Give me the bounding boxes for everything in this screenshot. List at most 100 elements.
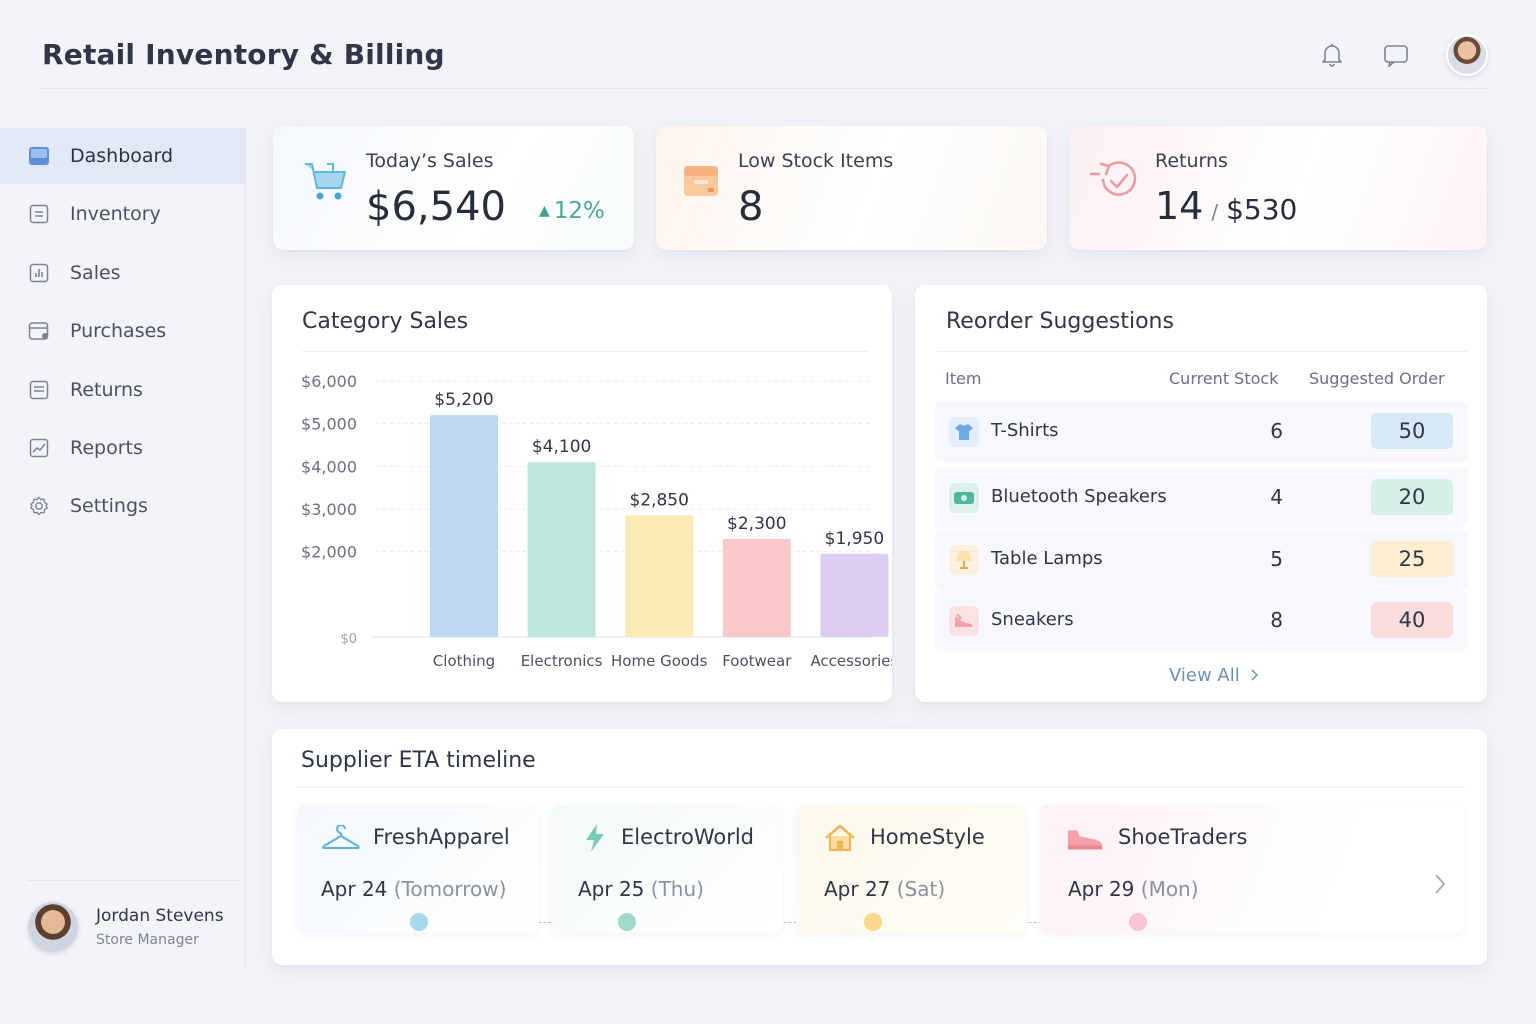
view-all-link[interactable]: View All: [1169, 665, 1258, 686]
sidebar-item-dashboard[interactable]: Dashboard: [0, 128, 245, 184]
shopping-cart-icon: [303, 160, 349, 206]
sidebar-item-inventory[interactable]: Inventory: [0, 186, 245, 242]
reorder-panel: Reorder Suggestions Item Current Stock S…: [915, 285, 1487, 702]
timeline-dot: [410, 913, 428, 931]
table-row[interactable]: Table Lamps 5 25: [935, 530, 1467, 588]
y-tick-label: $5,000: [301, 415, 357, 434]
y-tick-label: $6,000: [301, 372, 357, 391]
gear-icon: [28, 495, 50, 517]
supplier-eta: Apr 24 (Tomorrow): [321, 877, 507, 901]
row-item-name: Sneakers: [991, 609, 1074, 630]
panel-title-divider: [302, 351, 868, 352]
speaker-icon: [949, 483, 979, 513]
row-suggested-order[interactable]: 40: [1371, 602, 1453, 638]
sidebar-item-label: Dashboard: [70, 145, 174, 167]
lamp-icon: [949, 545, 979, 575]
panel-title-divider: [296, 787, 1465, 788]
view-all-label: View All: [1169, 665, 1240, 686]
timeline-dot: [1129, 913, 1147, 931]
tshirt-icon: [949, 417, 979, 447]
bar-clothing: [430, 415, 498, 637]
bar-value-label: $1,950: [825, 529, 884, 549]
app-title: Retail Inventory & Billing: [42, 38, 445, 71]
supplier-card-homestyle[interactable]: HomeStyle Apr 27 (Sat): [796, 805, 1026, 933]
shoe-icon: [1064, 821, 1104, 855]
x-tick-label: Footwear: [722, 652, 792, 670]
chevron-right-icon: [1250, 665, 1258, 686]
supplier-card-freshapparel[interactable]: FreshApparel Apr 24 (Tomorrow): [297, 805, 539, 933]
y-tick-label: $2,000: [301, 543, 357, 562]
trend-up-icon: ▲: [539, 203, 550, 219]
timeline-dot: [864, 913, 882, 931]
x-tick-label: Home Goods: [611, 652, 708, 670]
purchases-icon: [28, 320, 50, 342]
x-tick-label: Accessories: [810, 652, 892, 670]
supplier-name: HomeStyle: [870, 825, 985, 849]
box-icon: [682, 162, 720, 202]
table-row[interactable]: T-Shirts 6 50: [935, 402, 1467, 460]
kpi-returns-amount: $530: [1226, 193, 1298, 226]
kpi-low-stock-title: Low Stock Items: [738, 150, 894, 172]
user-name: Jordan Stevens: [96, 906, 224, 926]
row-current-stock: 6: [1270, 419, 1283, 443]
sidebar-item-label: Settings: [70, 495, 148, 518]
y-tick-label: $3,000: [301, 500, 357, 519]
sidebar-item-settings[interactable]: Settings: [0, 478, 245, 534]
sidebar-item-label: Purchases: [70, 320, 167, 343]
supplier-card-shoetraders[interactable]: ShoeTraders Apr 29 (Mon): [1040, 805, 1464, 933]
kpi-sales-change: ▲ 12%: [539, 198, 605, 224]
bar-footwear: [722, 538, 791, 637]
x-tick-label: Clothing: [433, 652, 495, 670]
sidebar-item-reports[interactable]: Reports: [0, 420, 245, 476]
supplier-card-electroworld[interactable]: ElectroWorld Apr 25 (Thu): [551, 805, 782, 933]
message-icon[interactable]: [1382, 41, 1410, 69]
lightning-icon: [575, 821, 615, 855]
header-divider: [42, 88, 1488, 89]
sidebar-divider: [28, 880, 239, 881]
sidebar-item-label: Sales: [70, 261, 121, 284]
column-header-suggested-order: Suggested Order: [1309, 369, 1445, 388]
sidebar-item-label: Returns: [70, 378, 143, 401]
category-sales-chart: $6,000 $5,000 $4,000 $3,000 $2,000 $0 $5,200 Cl…: [301, 372, 892, 670]
supplier-name: FreshApparel: [373, 825, 510, 849]
returns-icon: [28, 379, 50, 401]
bell-icon[interactable]: [1318, 41, 1346, 69]
reorder-title: Reorder Suggestions: [946, 309, 1174, 334]
supplier-eta: Apr 25 (Thu): [578, 877, 704, 901]
column-header-current-stock: Current Stock: [1169, 369, 1279, 388]
kpi-card-sales[interactable]: Today’s Sales $6,540 ▲ 12%: [273, 126, 634, 250]
reports-icon: [28, 437, 50, 459]
supplier-timeline-panel: Supplier ETA timeline FreshApparel Apr 2…: [272, 729, 1487, 965]
sales-icon: [28, 262, 50, 284]
house-icon: [820, 821, 860, 855]
kpi-card-low-stock[interactable]: Low Stock Items 8: [656, 126, 1047, 250]
table-row[interactable]: Bluetooth Speakers 4 20: [935, 468, 1467, 526]
sidebar-item-purchases[interactable]: Purchases: [0, 303, 245, 359]
user-avatar[interactable]: [1446, 34, 1488, 76]
dashboard-icon: [28, 145, 50, 167]
category-sales-panel: Category Sales $6,000 $5,000 $4,000 $3,000 $…: [272, 285, 892, 702]
row-suggested-order[interactable]: 20: [1371, 479, 1453, 515]
row-suggested-order[interactable]: 25: [1371, 541, 1453, 577]
timeline-dot: [618, 913, 636, 931]
column-header-item: Item: [945, 369, 982, 388]
category-sales-title: Category Sales: [302, 309, 469, 334]
kpi-low-stock-value: 8: [738, 184, 764, 230]
user-profile-avatar: [28, 902, 78, 952]
user-profile[interactable]: Jordan Stevens Store Manager: [28, 902, 224, 952]
row-item-name: Bluetooth Speakers: [991, 486, 1167, 507]
row-current-stock: 5: [1270, 547, 1283, 571]
sidebar-item-label: Reports: [70, 436, 143, 459]
kpi-returns-separator: /: [1211, 200, 1219, 224]
kpi-sales-title: Today’s Sales: [366, 150, 494, 172]
bar-value-label: $5,200: [434, 390, 493, 410]
kpi-card-returns[interactable]: Returns 14 / $530: [1069, 126, 1487, 250]
table-row[interactable]: Sneakers 8 40: [935, 591, 1467, 649]
y-tick-label: $0: [340, 632, 357, 647]
chevron-right-icon[interactable]: [1434, 873, 1446, 899]
supplier-name: ElectroWorld: [621, 825, 755, 849]
timeline-track: [418, 922, 1157, 923]
sidebar-item-sales[interactable]: Sales: [0, 245, 245, 301]
sidebar-item-returns[interactable]: Returns: [0, 362, 245, 418]
row-suggested-order[interactable]: 50: [1371, 413, 1453, 449]
